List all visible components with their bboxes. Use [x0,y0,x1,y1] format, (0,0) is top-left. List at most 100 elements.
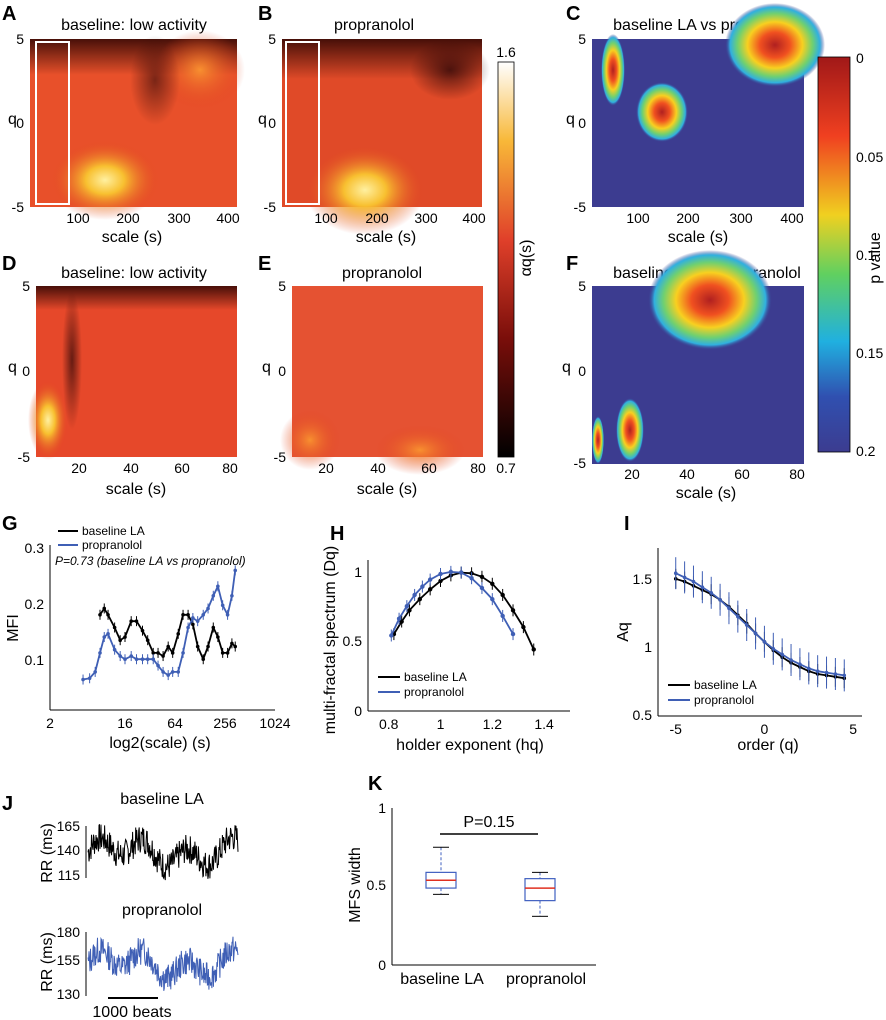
g-point-2-12 [140,657,145,662]
g-point-1-3 [106,613,110,617]
i-ytick-3: 0.5 [633,707,653,723]
k-ytick-3: 0 [378,957,386,973]
g-point-1-16 [176,632,181,636]
ytick-a-3: -5 [12,199,25,215]
panel-label-b: B [258,3,272,25]
g-point-1-7 [129,619,133,623]
i-series-line-1 [675,577,845,680]
i-xtick-1: -5 [670,721,683,737]
xlabel-f: scale (s) [676,485,736,502]
h-point-2-3 [404,603,410,609]
ytick-d-3: -5 [18,449,31,465]
g-point-2-18 [170,670,175,674]
xtick-d-2: 40 [123,460,139,476]
colorbar-alpha-label: αq(s) [518,240,535,277]
h-point-2-6 [427,577,433,582]
k-category-1: baseline LA [400,971,484,988]
xtick-e-3: 60 [421,460,437,476]
g-point-1-8 [134,619,139,623]
g-xtick-1: 2 [46,715,54,731]
g-point-2-8 [118,654,122,658]
h-point-2-2 [396,616,402,621]
panel-label-g: G [2,513,18,535]
g-point-2-21 [186,625,190,630]
xtick-e-2: 40 [370,460,386,476]
heatmap-a-dark-band [130,35,180,125]
g-xtick-4: 256 [213,715,237,731]
g-point-1-20 [195,644,200,649]
xlabel-a: scale (s) [102,229,162,246]
i-ytick-2: 1 [644,639,652,655]
ylabel-b: q [258,111,267,128]
j-top-ytick-3: 115 [58,867,81,883]
g-point-1-13 [161,654,165,658]
heatmap-b-hot-spot [305,145,425,235]
g-point-1-28 [233,644,238,649]
xtick-f-3: 60 [734,466,750,482]
h-point-1-11 [490,581,495,586]
g-ylabel: MFI [5,614,22,642]
h-point-1-12 [500,592,505,598]
i-point-2-11 [762,640,767,644]
j-top-ylabel: RR (ms) [39,823,56,883]
g-series-line-2 [82,570,237,681]
j-bottom-ytick-3: 130 [57,986,81,1002]
g-point-2-25 [206,606,210,611]
heatmap-f-blob-2 [616,398,644,462]
g-point-1-26 [225,651,230,655]
g-ytick-3: 0.1 [25,652,45,668]
j-bottom-ytick-1: 180 [57,924,81,940]
h-xtick-3: 1.2 [483,716,503,732]
i-point-2-13 [780,652,784,657]
xtick-a-2: 200 [116,210,140,226]
h-point-2-11 [479,585,485,591]
colorbar-alpha-min: 0.7 [496,460,516,476]
panel-a: A baseline: low activity 5 0 -5 q 100 20… [2,3,245,246]
h-point-2-9 [459,570,464,575]
h-point-1-10 [479,574,485,579]
i-point-2-8 [736,614,740,619]
colorbar-p: 0 0.05 0.1 0.15 0.2 p value [817,50,884,459]
colorbar-alpha-scale [497,61,515,458]
heatmap-c-blob-1 [601,34,625,106]
h-point-2-12 [490,596,495,602]
heatmap-f-blob-3 [592,416,604,464]
panel-d: D baseline: low activity 5 0 -5 q 20 40 … [2,253,238,498]
g-point-1-22 [206,644,210,649]
g-xtick-2: 16 [117,715,133,731]
k-ylabel: MFS width [347,847,364,923]
g-point-1-17 [181,613,185,617]
g-point-2-1 [81,677,85,682]
panel-label-c: C [566,3,580,25]
h-legend-propranolol: propranolol [404,685,464,699]
ytick-c-1: 5 [578,31,586,47]
g-point-1-14 [166,644,170,649]
h-ytick-3: 1 [354,564,362,580]
panel-label-j: J [2,793,13,815]
h-point-2-14 [510,631,516,637]
g-xlabel: log2(scale) (s) [109,735,210,752]
i-point-2-20 [842,673,847,678]
g-point-2-4 [98,651,102,655]
j-title-bottom: propranolol [122,902,202,919]
g-point-2-9 [123,657,127,662]
g-point-1-2 [102,606,107,611]
k-category-2: propranolol [506,971,586,988]
panel-label-d: D [2,253,16,275]
j-trace-baseline [87,824,239,881]
xtick-f-4: 80 [789,466,805,482]
g-point-2-15 [156,663,160,668]
xtick-e-1: 20 [318,460,334,476]
g-point-1-1 [98,613,102,617]
h-point-2-4 [412,592,417,598]
xlabel-c: scale (s) [668,229,728,246]
g-xtick-3: 64 [167,715,183,731]
g-ytick-2: 0.2 [25,596,45,612]
i-xtick-3: 5 [849,721,857,737]
colorbar-alpha-max: 1.6 [496,44,516,60]
ylabel-c: q [566,111,575,128]
g-legend-baseline: baseline LA [82,524,145,538]
ytick-f-1: 5 [578,278,586,294]
ylabel-a: q [8,111,17,128]
colorbar-alpha: 1.6 0.7 αq(s) [496,44,535,476]
